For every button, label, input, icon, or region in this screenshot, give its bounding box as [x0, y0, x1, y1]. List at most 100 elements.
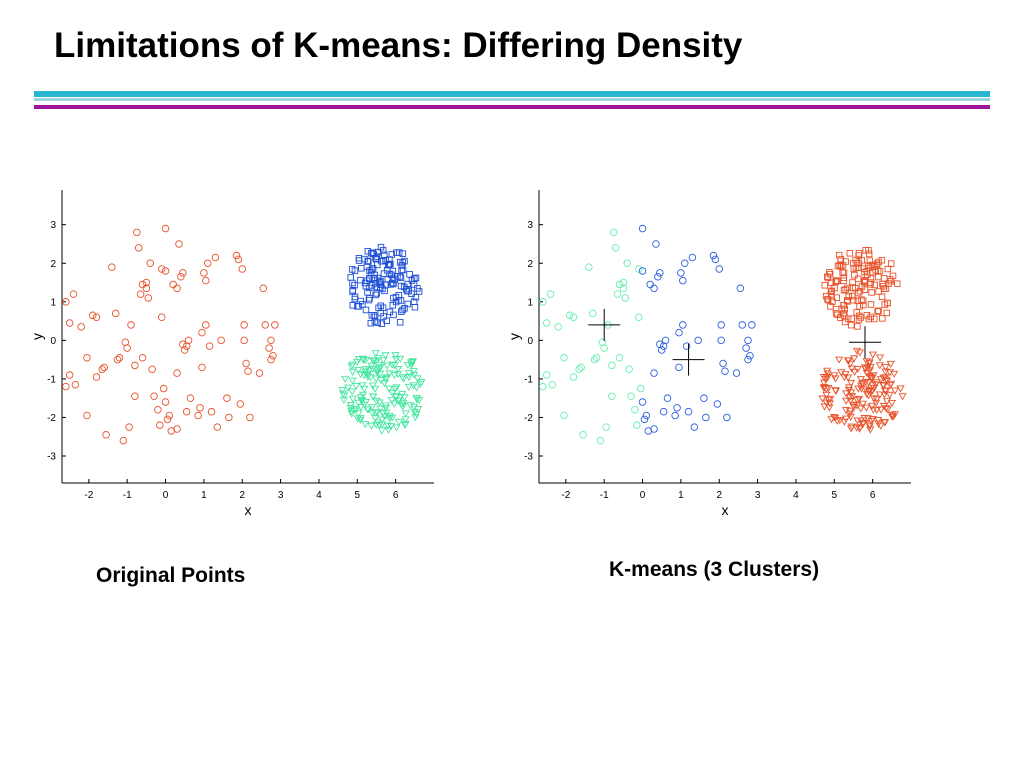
data-point-square	[871, 315, 878, 323]
data-point-triangle	[375, 399, 384, 407]
data-point-square	[373, 255, 380, 263]
data-point-circle	[111, 309, 120, 318]
data-point-circle	[261, 321, 270, 329]
title-rule-light	[34, 98, 990, 101]
x-tick-label: 0	[640, 490, 646, 501]
data-point-circle	[146, 259, 154, 267]
y-tick-label: -2	[47, 413, 56, 424]
data-point-square	[373, 261, 381, 269]
x-tick-label: 2	[239, 490, 245, 501]
data-point-circle	[615, 280, 624, 289]
data-point-triangle	[348, 388, 357, 396]
data-point-triangle	[367, 422, 376, 430]
data-point-triangle	[827, 416, 836, 424]
data-point-square	[859, 297, 867, 305]
data-point-circle	[150, 392, 158, 401]
data-point-circle	[142, 278, 151, 287]
data-point-triangle	[382, 404, 391, 412]
data-point-triangle	[356, 416, 365, 425]
data-point-triangle	[881, 368, 890, 376]
data-point-triangle	[372, 397, 381, 405]
data-point-circle	[83, 411, 91, 420]
data-point-circle	[113, 355, 122, 364]
data-point-circle	[650, 284, 658, 293]
data-point-square	[406, 271, 413, 278]
x-tick-label: -1	[123, 490, 132, 501]
data-point-triangle	[413, 375, 422, 383]
data-point-circle	[173, 425, 181, 433]
data-point-triangle	[341, 375, 350, 383]
data-point-triangle	[404, 370, 414, 378]
data-point-square	[374, 274, 381, 282]
data-point-triangle	[373, 369, 382, 377]
data-point-circle	[688, 253, 697, 262]
data-point-circle	[602, 423, 610, 431]
data-point-square	[370, 275, 378, 282]
data-point-circle	[138, 353, 147, 362]
data-point-triangle	[383, 362, 392, 370]
data-point-triangle	[373, 409, 382, 417]
data-point-circle	[623, 259, 631, 267]
data-point-triangle	[363, 373, 372, 381]
data-point-triangle	[831, 387, 840, 395]
data-point-triangle	[820, 403, 829, 411]
data-point-square	[824, 296, 832, 304]
data-point-circle	[217, 336, 225, 345]
data-point-triangle	[386, 423, 396, 431]
data-point-circle	[205, 342, 214, 350]
data-point-square	[849, 284, 856, 291]
data-point-triangle	[872, 396, 881, 404]
data-point-triangle	[862, 404, 871, 412]
data-point-triangle	[850, 368, 859, 376]
data-point-triangle	[852, 424, 861, 432]
data-point-triangle	[412, 410, 421, 418]
y-tick-label: -2	[524, 413, 533, 424]
data-point-square	[884, 299, 891, 307]
data-point-square	[865, 315, 873, 323]
data-point-square	[828, 287, 835, 295]
data-point-square	[372, 291, 379, 299]
data-point-circle	[184, 336, 193, 345]
data-point-triangle	[882, 405, 891, 413]
data-point-circle	[175, 240, 183, 248]
data-point-square	[827, 279, 835, 287]
data-point-triangle	[381, 402, 390, 410]
data-point-circle	[180, 346, 189, 354]
data-point-circle	[240, 336, 248, 345]
data-point-square	[351, 281, 358, 289]
data-point-triangle	[349, 407, 359, 415]
data-point-square	[886, 276, 894, 283]
data-point-circle	[246, 413, 254, 422]
data-point-square	[365, 258, 372, 265]
data-point-triangle	[358, 391, 368, 399]
data-point-circle	[123, 344, 131, 352]
data-point-circle	[142, 284, 151, 293]
data-point-triangle	[868, 351, 877, 359]
data-point-square	[369, 265, 377, 272]
data-point-square	[861, 268, 868, 276]
data-point-triangle	[889, 413, 898, 421]
data-point-square	[854, 264, 862, 271]
data-point-triangle	[886, 381, 895, 390]
data-point-square	[884, 265, 892, 273]
data-point-square	[863, 312, 871, 319]
data-point-triangle	[410, 371, 419, 379]
data-point-triangle	[359, 355, 368, 363]
data-point-triangle	[842, 397, 851, 405]
data-point-circle	[619, 284, 628, 293]
data-point-circle	[267, 336, 275, 345]
x-tick-label: 2	[716, 490, 722, 501]
data-point-square	[883, 309, 891, 317]
data-point-triangle	[348, 377, 357, 385]
y-axis-label: y	[506, 333, 522, 340]
data-point-triangle	[354, 410, 363, 418]
data-point-square	[359, 301, 366, 308]
data-point-triangle	[819, 379, 829, 387]
data-point-triangle	[879, 382, 888, 390]
data-point-triangle	[381, 352, 390, 360]
data-point-circle	[144, 294, 153, 302]
data-point-square	[374, 319, 381, 326]
data-point-triangle	[847, 389, 856, 397]
data-point-circle	[746, 352, 754, 360]
data-point-triangle	[896, 385, 905, 393]
